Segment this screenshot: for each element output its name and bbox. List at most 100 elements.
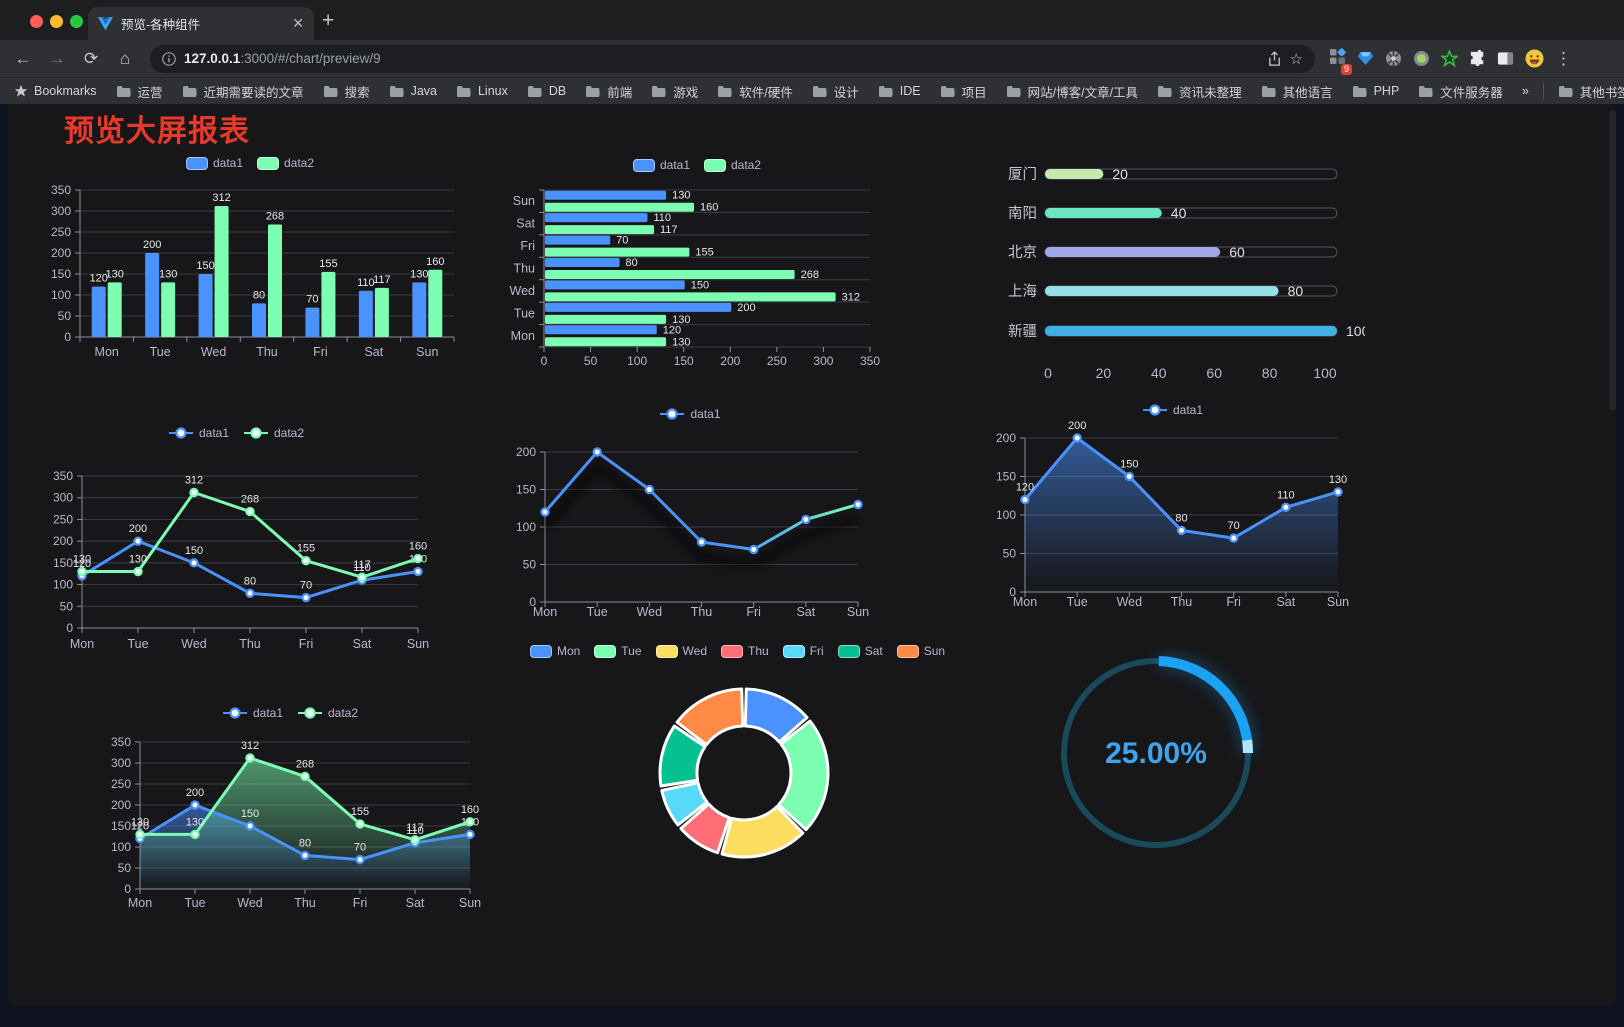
legend-item-data1[interactable]: data1 [168, 426, 229, 440]
double-area-chart[interactable]: data1 data2 0 50 100 150 200 250 300 350 Mon Tue Wed… [95, 690, 485, 925]
url-text[interactable]: 127.0.0.1:3000/#/chart/preview/9 [184, 51, 381, 66]
bookmark-item[interactable]: Java [389, 84, 437, 98]
svg-text:120: 120 [663, 324, 681, 336]
minimize-window-button[interactable] [50, 15, 63, 28]
bookmark-item[interactable]: IDE [878, 84, 921, 98]
legend-item-data2[interactable]: data2 [297, 706, 358, 720]
bookmarks-overflow-chevron[interactable]: » [1521, 84, 1529, 98]
bookmark-item[interactable]: PHP [1352, 84, 1399, 98]
bookmark-item[interactable]: 网站/博客/文章/工具 [1006, 82, 1138, 101]
legend-item-data1[interactable]: data1 [632, 158, 690, 172]
bookmarks-divider [1542, 83, 1544, 99]
bookmark-item[interactable]: 近期需要读的文章 [182, 82, 304, 101]
bookmark-item[interactable]: 文件服务器 [1418, 82, 1503, 101]
bookmark-item[interactable]: 软件/硬件 [717, 82, 793, 101]
legend-item-Fri[interactable]: Fri [782, 644, 824, 658]
legend-line-icon [298, 707, 322, 719]
svg-text:Wed: Wed [510, 284, 536, 298]
bookmark-item[interactable]: 运营 [116, 82, 163, 101]
svg-text:Fri: Fri [353, 896, 368, 910]
multi-line-chart[interactable]: data1 data2 0 50 100 150 200 250 300 350 Mon Tue Wed… [38, 420, 434, 672]
other-bookmarks[interactable]: 其他书签 [1558, 82, 1624, 101]
legend-item-data1[interactable]: data1 [185, 156, 243, 170]
legend-swatch-icon [782, 644, 805, 658]
gauge-value-label: 25.00% [1105, 737, 1207, 770]
reload-icon[interactable]: ⟳ [83, 48, 99, 68]
svg-text:150: 150 [516, 483, 536, 497]
legend-item-Tue[interactable]: Tue [594, 644, 642, 658]
close-window-button[interactable] [30, 15, 43, 28]
svg-text:155: 155 [695, 247, 713, 259]
ext-record-icon[interactable] [1413, 50, 1430, 67]
legend-item-Sat[interactable]: Sat [837, 644, 883, 658]
legend-item-data1[interactable]: data1 [1142, 403, 1203, 417]
horizontal-bar-chart[interactable]: data1 data2 0 50 100 150 200 250 300 350 Sun 130 160… [504, 150, 890, 370]
legend-item-data2[interactable]: data2 [704, 158, 761, 172]
home-icon[interactable]: ⌂ [119, 48, 131, 68]
bookmark-item[interactable]: 设计 [812, 82, 859, 101]
bookmarks-manager[interactable]: Bookmarks [14, 84, 97, 98]
svg-text:200: 200 [1068, 420, 1086, 432]
svg-text:Wed: Wed [201, 345, 227, 359]
gradient-line-chart[interactable]: data1 0 50 100 150 200 Mon Tue Wed Thu Fri Sat Sun [500, 400, 880, 632]
gauge-progress-chart[interactable]: 25.00% [1049, 649, 1263, 863]
grouped-bar-chart[interactable]: data1 data2 0 50 100 150 200 250 300 350 Mon Tue Wed… [38, 148, 462, 366]
bookmark-item[interactable]: 前端 [585, 82, 632, 101]
legend-item-Sun[interactable]: Sun [896, 644, 945, 658]
svg-text:300: 300 [53, 491, 73, 505]
legend-item-Thu[interactable]: Thu [721, 644, 769, 658]
chart-canvas: 0 50 100 150 200 250 300 350 Mon Tue Wed Thu Fri Sat S… [111, 735, 481, 910]
folder-icon [718, 85, 732, 97]
bookmark-item[interactable]: 游戏 [651, 82, 698, 101]
back-icon[interactable]: ← [14, 48, 32, 68]
browser-tab[interactable]: 预览-各种组件 ✕ [88, 7, 314, 40]
bookmark-item[interactable]: DB [527, 84, 566, 98]
address-bar[interactable]: 127.0.0.1:3000/#/chart/preview/9 ☆ [150, 44, 1315, 73]
progress-bar-chart[interactable]: 厦门 20 南阳 40 北京 60 上海 80 新疆 100 0 20 40 60 80 100 [993, 156, 1365, 396]
svg-text:150: 150 [996, 470, 1016, 484]
area-line-chart[interactable]: data1 0 50 100 150 200 Mon Tue Wed Thu Fri Sat Sun 12… [985, 390, 1360, 620]
menu-kebab-icon[interactable]: ⋮ [1555, 48, 1572, 68]
browser-window: 预览-各种组件 ✕ + ← → ⟳ ⌂ 127.0.0.1:3000/#/cha… [0, 0, 1624, 104]
donut-pie-chart[interactable]: Mon Tue Wed Thu Fri Sat Sun [529, 640, 945, 885]
ext-wheel-icon[interactable] [1385, 50, 1402, 67]
svg-text:350: 350 [860, 354, 880, 368]
new-tab-button[interactable]: + [322, 9, 335, 32]
sidebar-icon[interactable] [1497, 51, 1514, 66]
bookmark-item[interactable]: 搜索 [323, 82, 370, 101]
bookmark-item[interactable]: 项目 [940, 82, 987, 101]
page-title: 预览大屏报表 [64, 115, 250, 148]
svg-text:250: 250 [51, 225, 71, 239]
ext-gem-icon[interactable] [1357, 51, 1374, 66]
bookmark-item[interactable]: 资讯未整理 [1157, 82, 1242, 101]
svg-text:160: 160 [461, 804, 479, 816]
svg-text:Sun: Sun [459, 896, 481, 910]
share-icon[interactable] [1267, 51, 1282, 67]
bookmark-star-icon[interactable]: ☆ [1289, 50, 1303, 68]
ext-star-icon[interactable] [1441, 50, 1458, 67]
svg-text:Tue: Tue [184, 896, 205, 910]
page-scrollbar[interactable] [1609, 110, 1616, 410]
svg-text:80: 80 [244, 575, 256, 587]
legend-item-data2[interactable]: data2 [257, 156, 314, 170]
bookmark-item[interactable]: 其他语言 [1261, 82, 1333, 101]
legend-item-data1[interactable]: data1 [222, 706, 283, 720]
legend-item-Mon[interactable]: Mon [529, 644, 580, 658]
forward-icon[interactable]: → [48, 48, 66, 68]
legend-item-data1[interactable]: data1 [659, 407, 721, 421]
legend-item-Wed[interactable]: Wed [655, 644, 707, 658]
svg-text:Sat: Sat [516, 217, 535, 231]
bookmark-item[interactable]: Linux [456, 84, 508, 98]
svg-text:Sun: Sun [513, 194, 535, 208]
svg-text:70: 70 [300, 580, 312, 592]
site-info-icon[interactable] [162, 51, 176, 66]
ext-grid-icon[interactable]: 9 [1329, 47, 1352, 75]
svg-text:200: 200 [53, 534, 73, 548]
legend-item-data2[interactable]: data2 [243, 426, 304, 440]
extensions-puzzle-icon[interactable] [1469, 50, 1486, 67]
tab-close-icon[interactable]: ✕ [292, 15, 304, 31]
svg-text:268: 268 [241, 494, 259, 506]
svg-text:北京: 北京 [1008, 244, 1037, 261]
maximize-window-button[interactable] [70, 15, 83, 28]
profile-avatar[interactable] [1525, 49, 1544, 68]
